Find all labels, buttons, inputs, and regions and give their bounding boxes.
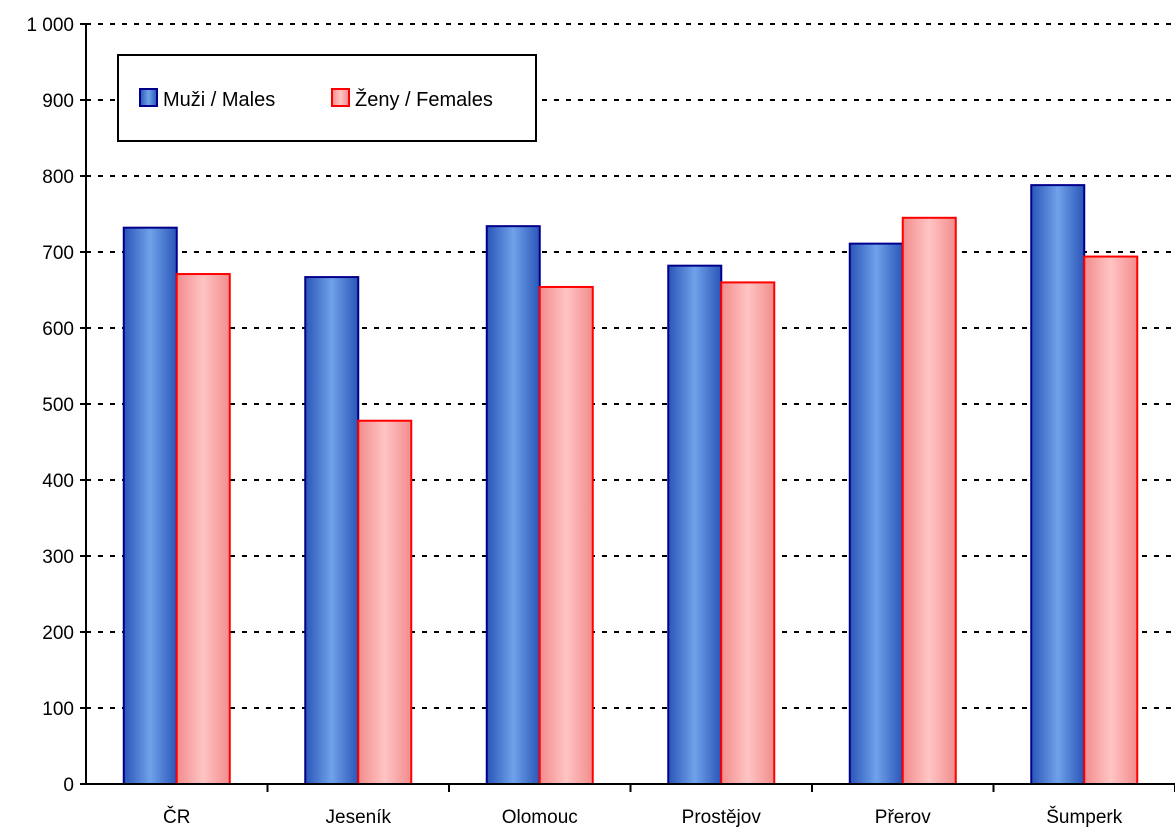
legend-swatch-males (139, 88, 158, 107)
y-tick-label: 1 000 (26, 15, 74, 36)
y-tick-label: 300 (42, 547, 74, 568)
legend-swatch-females (331, 88, 350, 107)
bar-females (357, 419, 413, 785)
legend: Muži / Males Ženy / Females (117, 54, 537, 142)
y-tick-label: 900 (42, 91, 74, 112)
bar-females (720, 281, 776, 785)
x-tick-label: ČR (163, 806, 190, 828)
x-axis-ticks: ČR Jeseník Olomouc Prostějov Přerov Šumperk (163, 784, 1175, 828)
bar-females (538, 285, 594, 785)
y-tick-label: 700 (42, 243, 74, 264)
bar-males (1030, 184, 1086, 785)
y-tick-label: 600 (42, 319, 74, 340)
y-axis-ticks: 0 100 200 300 400 500 600 700 800 900 1 000 (26, 15, 86, 796)
x-tick-label: Šumperk (1046, 806, 1123, 828)
y-tick-label: 800 (42, 167, 74, 188)
bar-males (122, 226, 178, 785)
y-tick-label: 500 (42, 395, 74, 416)
x-tick-label: Přerov (875, 807, 931, 828)
y-tick-label: 400 (42, 471, 74, 492)
bar-males (304, 276, 360, 785)
bar-females (901, 216, 957, 786)
x-tick-label: Jeseník (326, 807, 392, 828)
legend-box (117, 54, 537, 142)
bar-females (175, 273, 231, 785)
x-tick-label: Olomouc (502, 807, 578, 828)
y-tick-label: 0 (63, 775, 74, 796)
legend-label-males: Muži / Males (163, 89, 275, 111)
y-tick-label: 200 (42, 623, 74, 644)
bar-males (485, 225, 541, 786)
bar-males (667, 264, 723, 785)
bar-females (1083, 255, 1139, 785)
legend-label-females: Ženy / Females (355, 88, 493, 111)
y-tick-label: 100 (42, 699, 74, 720)
x-tick-label: Prostějov (682, 807, 762, 828)
bar-males (848, 242, 904, 785)
bars (122, 184, 1139, 786)
